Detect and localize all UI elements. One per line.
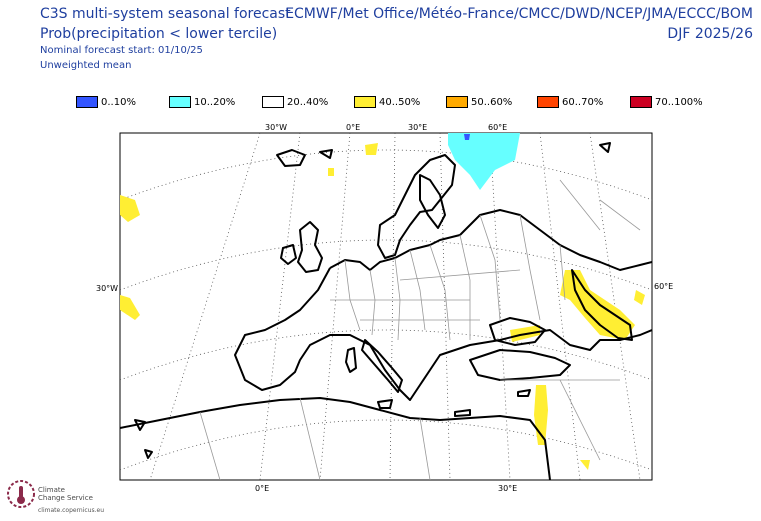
systems-list: ECMWF/Met Office/Météo-France/CMCC/DWD/N… — [285, 6, 753, 22]
tick-bottom-0e: 0°E — [255, 484, 269, 493]
mean-note: Unweighted mean — [40, 60, 132, 71]
legend-label: 50..60% — [471, 96, 513, 108]
tick-top-60e: 60°E — [488, 123, 507, 132]
forecast-start-note: Nominal forecast start: 01/10/25 — [40, 45, 203, 56]
season-label: DJF 2025/26 — [667, 26, 753, 42]
systems-block: ECMWF/Met Office/Météo-France/CMCC/DWD/N… — [285, 4, 753, 44]
logo-text: Climate Change Service — [38, 486, 93, 502]
legend-label: 0..10% — [101, 96, 136, 108]
graticule — [120, 133, 652, 480]
legend-label: 10..20% — [194, 96, 236, 108]
logo-line-1: Climate — [38, 486, 65, 494]
legend-item-0-10: 0..10% — [76, 95, 136, 109]
legend-swatch — [630, 96, 652, 108]
legend-item-70-100: 70..100% — [630, 95, 703, 109]
legend-label: 20..40% — [287, 96, 329, 108]
legend-swatch — [262, 96, 284, 108]
legend-swatch — [169, 96, 191, 108]
legend-item-50-60: 50..60% — [446, 95, 512, 109]
map-subtitle: Prob(precipitation < lower tercile) — [40, 26, 278, 42]
legend-swatch — [354, 96, 376, 108]
map-title-block: C3S multi-system seasonal forecast Prob(… — [40, 4, 291, 44]
cyan-probability-area — [448, 133, 520, 190]
legend-swatch — [76, 96, 98, 108]
legend-item-40-50: 40..50% — [354, 95, 420, 109]
legend-item-20-40: 20..40% — [262, 95, 328, 109]
blue-probability-spot — [464, 134, 470, 140]
map-frame — [119, 132, 653, 481]
legend-item-60-70: 60..70% — [537, 95, 603, 109]
legend-swatch — [537, 96, 559, 108]
tick-left-30w: 30°W — [96, 284, 118, 293]
tick-top-30e: 30°E — [408, 123, 427, 132]
logo-url[interactable]: climate.copernicus.eu — [38, 507, 105, 514]
country-borders — [199, 179, 641, 480]
logo-line-2: Change Service — [38, 494, 93, 502]
legend-label: 60..70% — [562, 96, 604, 108]
copernicus-logo-icon — [7, 480, 35, 508]
map-title: C3S multi-system seasonal forecast — [40, 6, 291, 22]
tick-top-0e: 0°E — [346, 123, 360, 132]
tick-top-30w: 30°W — [265, 123, 287, 132]
legend-label: 40..50% — [379, 96, 421, 108]
tick-right-60e: 60°E — [654, 282, 673, 291]
coastlines — [120, 142, 652, 480]
legend-item-10-20: 10..20% — [169, 95, 235, 109]
tick-bottom-30e: 30°E — [498, 484, 517, 493]
legend-label: 70..100% — [655, 96, 703, 108]
legend-swatch — [446, 96, 468, 108]
